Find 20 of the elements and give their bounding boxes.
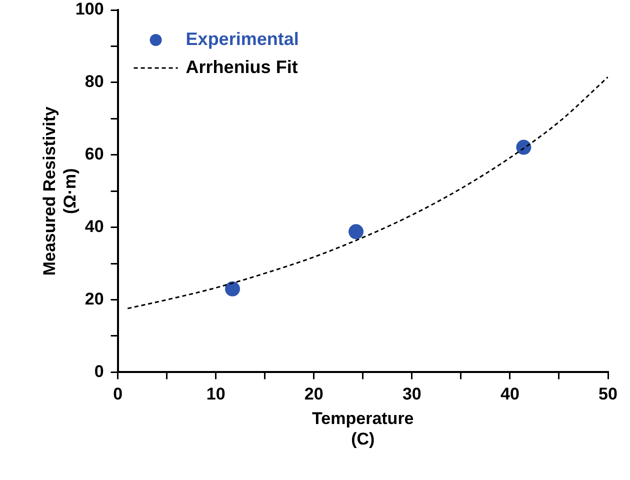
x-tick-label: 0 <box>113 384 123 404</box>
line-series <box>126 76 608 310</box>
x-tick-label: 40 <box>500 384 520 404</box>
x-tick-label: 10 <box>206 384 226 404</box>
legend-label: Arrhenius Fit <box>186 56 298 77</box>
legend-label: Experimental <box>186 28 299 49</box>
y-axis-title: Measured Resistivity (Ω·m) <box>40 106 80 276</box>
y-tick-label: 60 <box>84 144 104 164</box>
point <box>516 140 532 155</box>
point <box>225 281 240 296</box>
x-tick-label: 50 <box>598 384 618 404</box>
x-tick-label: 20 <box>304 384 324 404</box>
y-tick-label: 80 <box>84 72 104 92</box>
y-tick-label: 40 <box>84 217 104 236</box>
y-tick-label: 20 <box>84 289 104 308</box>
y-tick-label: 100 <box>75 0 104 19</box>
x-tick-label: 30 <box>402 384 422 404</box>
point <box>348 224 364 240</box>
x-axis-title: Temperature (C) <box>312 409 414 448</box>
y-tick-label: 0 <box>94 362 104 381</box>
